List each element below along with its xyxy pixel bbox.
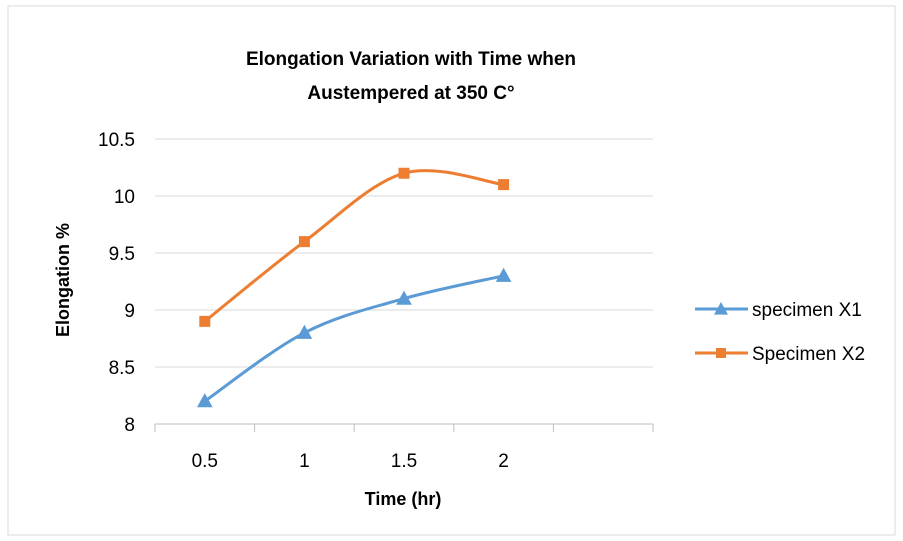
legend-item-series-1: specimen X1 <box>695 300 862 321</box>
legend-marker-series-1 <box>714 302 728 315</box>
legend-marker-series-2 <box>716 348 726 358</box>
axes: 8 8.5 9 9.5 10 10.5 0.5 1 1.5 2 <box>98 130 654 472</box>
legend-item-series-2: Specimen X2 <box>695 344 865 365</box>
y-tick-label: 9.5 <box>109 244 135 265</box>
x-axis-title: Time (hr) <box>365 489 442 509</box>
legend: specimen X1 Specimen X2 <box>695 300 865 365</box>
chart-title-line-1: Elongation Variation with Time when <box>246 49 576 70</box>
legend-label-series-1: specimen X1 <box>752 300 862 321</box>
data-point-series-2 <box>298 236 310 248</box>
data-point-series-1 <box>396 290 412 305</box>
y-tick-label: 8 <box>124 415 135 436</box>
y-axis-title: Elongation % <box>53 223 73 337</box>
data-point-series-2 <box>199 315 211 327</box>
gridlines <box>155 138 653 368</box>
x-tick-label: 1.5 <box>391 451 417 472</box>
data-point-series-2 <box>398 167 410 179</box>
x-tick-label: 0.5 <box>192 451 218 472</box>
chart-border <box>7 5 896 536</box>
legend-label-series-2: Specimen X2 <box>752 344 865 365</box>
y-tick-label: 8.5 <box>109 358 135 379</box>
series-line-2 <box>203 169 506 323</box>
series-line-1 <box>203 274 506 403</box>
series-lines <box>196 167 512 408</box>
y-tick-label: 10.5 <box>98 130 135 151</box>
y-tick-label: 10 <box>114 187 135 208</box>
data-point-series-2 <box>498 179 510 191</box>
x-tick-label: 2 <box>498 451 509 472</box>
data-point-series-1 <box>495 267 512 282</box>
data-point-series-1 <box>196 393 213 408</box>
data-point-series-1 <box>296 324 313 339</box>
x-tick-label: 1 <box>299 451 310 472</box>
chart-title-line-2: Austempered at 350 C° <box>307 83 514 104</box>
y-tick-label: 9 <box>124 301 135 322</box>
